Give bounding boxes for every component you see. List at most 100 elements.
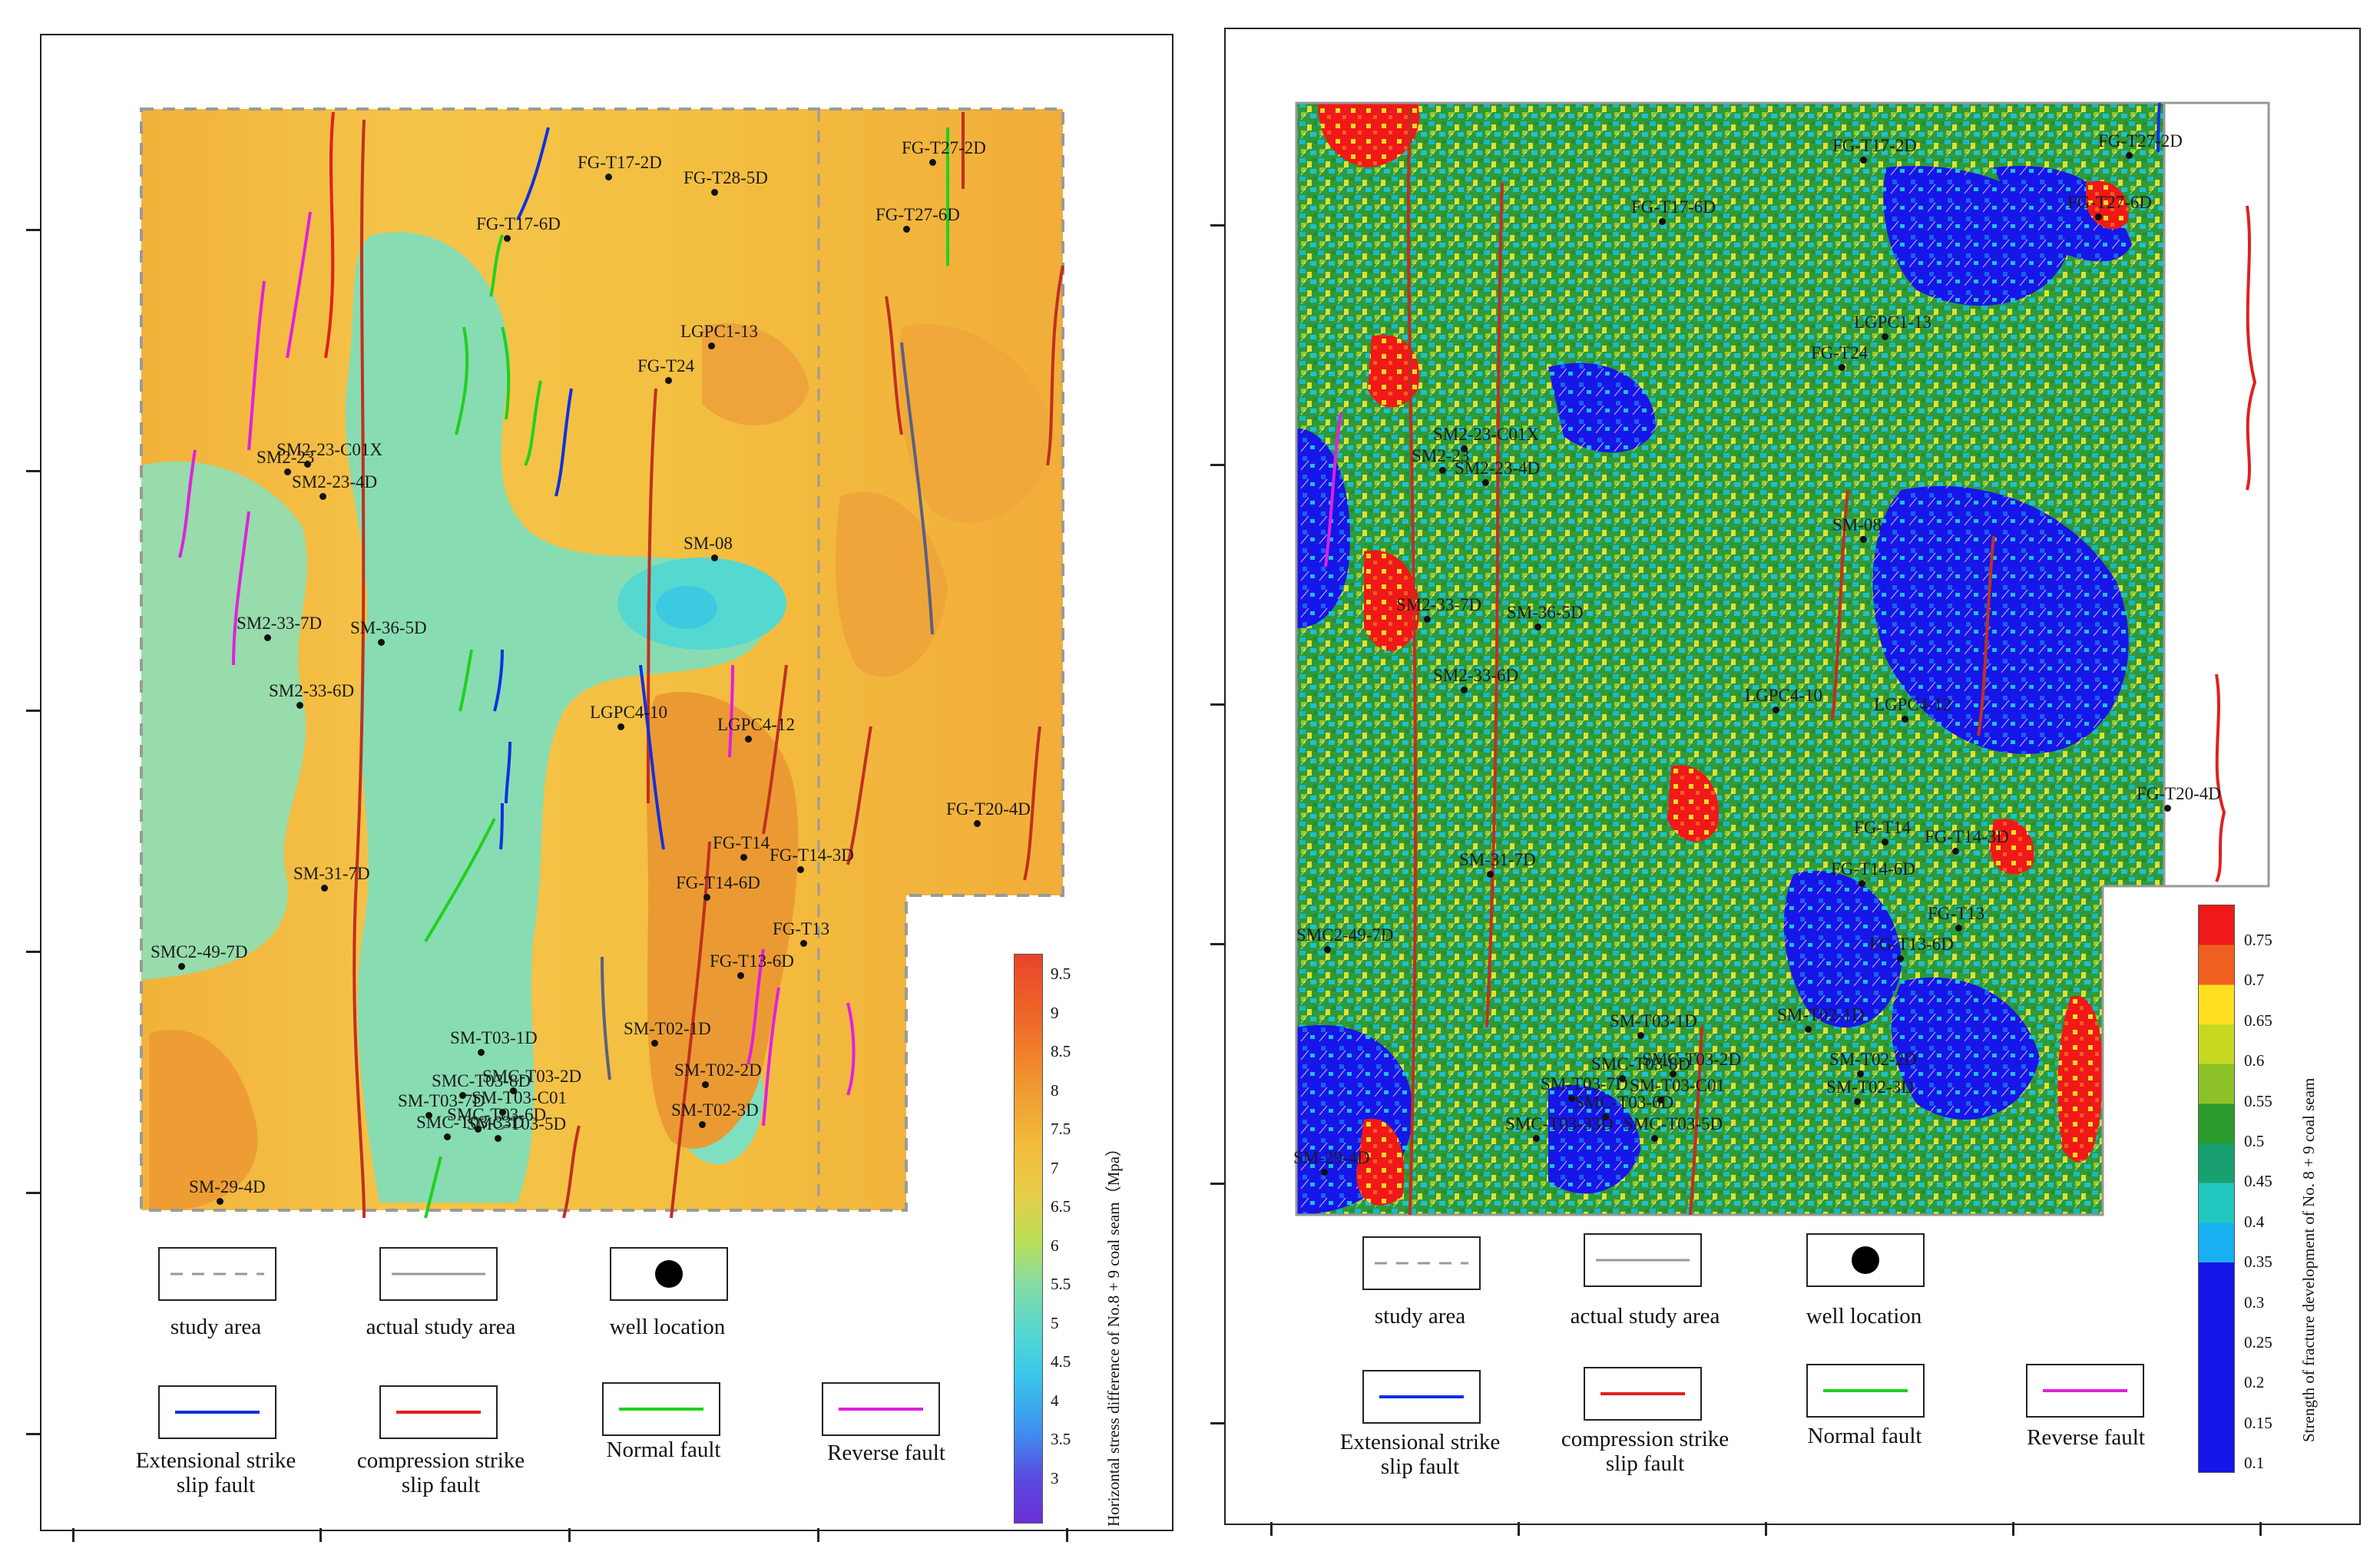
well-dot <box>475 1126 482 1133</box>
well-label: SM-08 <box>684 534 733 553</box>
well-dot <box>1461 445 1468 452</box>
left-legend-extensional-label: Extensional strike slip fault <box>135 1448 296 1497</box>
well-label: SM-29-4D <box>1293 1148 1370 1167</box>
well-dot <box>478 1049 485 1056</box>
well-dot <box>178 963 185 970</box>
colorbar-tick-label: 3 <box>1051 1468 1059 1487</box>
right-legend-reverse-swatch <box>2026 1364 2144 1418</box>
well-dot <box>1324 946 1331 953</box>
colorbar-tick-label: 4 <box>1051 1391 1059 1410</box>
colorbar-tick-label: 0.7 <box>2244 971 2265 990</box>
well-dot <box>699 1121 706 1128</box>
right-legend-study-area-label: study area <box>1374 1304 1466 1328</box>
colorbar-tick-label: 0.25 <box>2244 1333 2272 1352</box>
well-label: FG-T13 <box>773 919 830 938</box>
well-label: SM2-23-4D <box>1455 458 1541 478</box>
left-legend-well-label: well location <box>609 1315 726 1339</box>
well-dot <box>1897 955 1904 962</box>
well-dot <box>1482 479 1489 486</box>
well-label: SMC2-49-7D <box>151 942 248 961</box>
colorbar-tick-label: 0.65 <box>2244 1011 2272 1030</box>
well-label: SM-T02-1D <box>624 1019 711 1038</box>
left-legend-actual-area-label: actual study area <box>366 1315 516 1339</box>
well-label: SM-T03-C01 <box>472 1088 567 1107</box>
well-dot <box>1955 925 1962 931</box>
well-label: FG-T14 <box>713 833 770 852</box>
well-dot <box>304 461 311 468</box>
left-ytick <box>26 1192 40 1194</box>
well-label: FG-T17-6D <box>476 214 561 233</box>
well-label: FG-T24 <box>637 356 695 376</box>
left-legend-reverse-swatch <box>822 1382 940 1436</box>
well-dot <box>1487 871 1494 878</box>
well-label: SM2-23-C01X <box>1433 425 1540 444</box>
well-dot <box>319 493 326 500</box>
well-label: SMC-T03-6D <box>1574 1093 1674 1112</box>
well-dot <box>284 468 291 475</box>
well-label: SM-36-5D <box>1507 603 1584 622</box>
well-dot <box>425 1112 432 1119</box>
well-label: FG-T27-6D <box>2067 193 2152 212</box>
well-label: FG-T14-3D <box>770 845 854 865</box>
well-label: SMC2-49-7D <box>1296 925 1394 945</box>
well-label: SM-31-7D <box>1459 850 1536 869</box>
well-label: FG-T27-2D <box>902 138 986 157</box>
well-label: SM-31-7D <box>293 864 370 883</box>
well-dot <box>1568 1095 1575 1102</box>
well-dot <box>1651 1135 1658 1142</box>
well-label: LGPC1-13 <box>680 322 758 341</box>
right-legend-normal-swatch <box>1806 1364 1925 1418</box>
left-legend-study-area-label: study area <box>170 1315 262 1339</box>
well-dot <box>2095 213 2102 220</box>
well-dot <box>708 342 715 349</box>
well-label: LGPC4-12 <box>1874 695 1951 714</box>
well-label: SMC-T03-8D <box>1591 1054 1691 1074</box>
right-colorbar-title: Strength of fracture development of No. … <box>2299 1077 2318 1442</box>
well-label: SM2-33-6D <box>1433 666 1519 685</box>
right-xtick <box>2012 1522 2014 1536</box>
well-dot <box>1424 616 1431 623</box>
colorbar-tick-label: 6 <box>1051 1236 1059 1255</box>
left-legend-compression-swatch <box>379 1385 498 1439</box>
well-dot <box>737 972 744 979</box>
colorbar-tick-label: 6.5 <box>1051 1197 1071 1216</box>
well-label: SM-T02-2D <box>674 1060 762 1080</box>
colorbar-tick-label: 0.75 <box>2244 931 2272 949</box>
well-label: SMC-T03-5D <box>1624 1114 1723 1133</box>
left-xtick <box>1066 1528 1068 1542</box>
well-dot <box>651 1040 658 1047</box>
right-ytick <box>1210 943 1224 945</box>
colorbar-tick-label: 0.3 <box>2244 1292 2265 1312</box>
right-legend-well-label: well location <box>1806 1304 1922 1328</box>
colorbar-tick-label: 0.4 <box>2244 1212 2265 1231</box>
colorbar-tick-label: 0.2 <box>2244 1373 2265 1392</box>
right-legend-well-swatch <box>1806 1233 1925 1287</box>
well-dot <box>711 554 718 561</box>
well-dot <box>1839 364 1845 371</box>
well-dot <box>974 820 981 827</box>
well-label: FG-T27-6D <box>876 205 960 224</box>
colorbar-tick-label: 0.6 <box>2244 1051 2265 1070</box>
well-label: SMC-T03-2D <box>482 1067 582 1086</box>
right-legend-extensional-label: Extensional strike slip fault <box>1339 1430 1501 1479</box>
left-legend-reverse-label: Reverse fault <box>827 1441 945 1465</box>
well-dot <box>1805 1026 1812 1033</box>
well-dot <box>495 1135 501 1142</box>
well-dot <box>1882 333 1888 340</box>
well-label: LGPC4-10 <box>1745 686 1822 705</box>
well-dot <box>1321 1169 1328 1176</box>
colorbar-tick-label: 4.5 <box>1051 1352 1071 1371</box>
well-label: FG-T17-2D <box>578 153 662 172</box>
left-xtick <box>72 1528 74 1542</box>
colorbar-tick-label: 3.5 <box>1051 1430 1071 1448</box>
colorbar-tick-label: 0.35 <box>2244 1252 2272 1272</box>
well-dot <box>1439 467 1446 474</box>
well-label: SM-29-4D <box>189 1177 266 1196</box>
right-xtick <box>1270 1522 1273 1536</box>
colorbar-tick-label: 0.15 <box>2244 1413 2272 1432</box>
well-dot <box>296 702 303 709</box>
well-dot <box>1773 706 1779 713</box>
right-legend-actual-area-label: actual study area <box>1570 1304 1720 1328</box>
left-legend-extensional-swatch <box>158 1385 276 1439</box>
well-label: LGPC1-13 <box>1854 313 1931 332</box>
